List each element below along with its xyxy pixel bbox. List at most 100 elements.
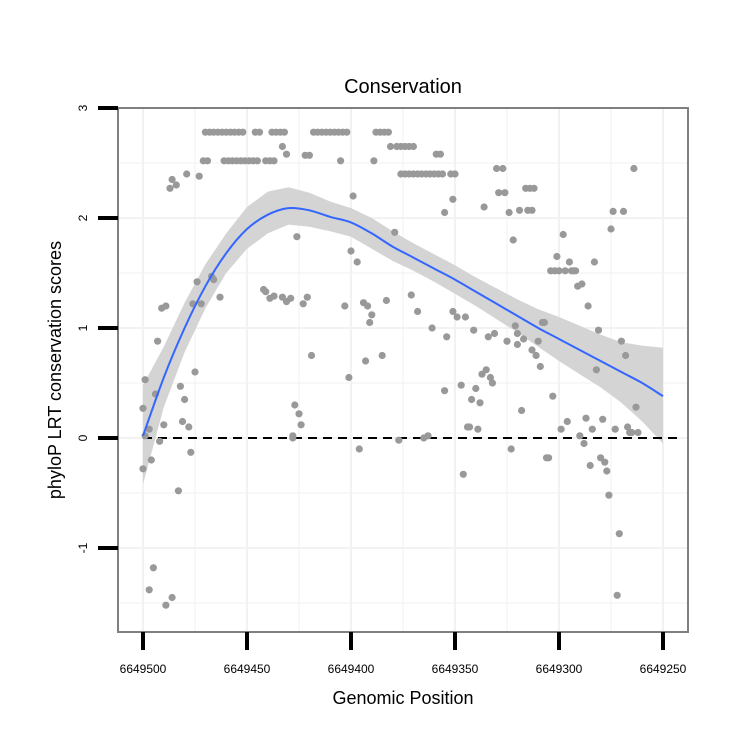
data-point bbox=[176, 382, 184, 390]
data-point bbox=[174, 487, 182, 495]
data-point bbox=[461, 313, 469, 321]
data-point bbox=[303, 293, 311, 301]
data-point bbox=[634, 428, 642, 437]
data-point bbox=[607, 225, 615, 233]
data-point bbox=[299, 300, 307, 308]
data-point bbox=[353, 258, 361, 266]
data-point bbox=[168, 593, 176, 602]
data-point bbox=[382, 296, 390, 305]
data-point bbox=[438, 170, 447, 178]
data-point bbox=[453, 313, 461, 321]
data-point bbox=[449, 307, 457, 316]
data-point bbox=[611, 425, 619, 433]
data-point bbox=[532, 351, 540, 360]
data-point bbox=[615, 530, 623, 538]
y-tick-label: 0 bbox=[76, 434, 90, 441]
data-point bbox=[609, 207, 617, 215]
data-point bbox=[255, 128, 264, 136]
data-point bbox=[441, 208, 449, 217]
data-point bbox=[187, 448, 195, 456]
data-point bbox=[343, 128, 351, 136]
data-point bbox=[368, 311, 376, 319]
data-point bbox=[355, 445, 363, 453]
data-point bbox=[282, 150, 291, 158]
data-point bbox=[588, 425, 596, 433]
data-point bbox=[156, 437, 164, 445]
data-point bbox=[295, 410, 303, 418]
data-point bbox=[565, 258, 574, 266]
x-axis: 6649500 6649450 6649400 6649350 6649300 66492… bbox=[120, 632, 687, 676]
data-point bbox=[553, 252, 561, 261]
data-point bbox=[515, 206, 524, 214]
data-point bbox=[528, 206, 536, 214]
data-point bbox=[287, 294, 295, 302]
data-point bbox=[349, 192, 357, 200]
data-point bbox=[472, 384, 480, 393]
data-point bbox=[520, 335, 528, 343]
data-point bbox=[490, 329, 499, 338]
data-point bbox=[154, 337, 162, 345]
data-point bbox=[482, 366, 490, 374]
data-point bbox=[145, 586, 153, 594]
data-point bbox=[572, 267, 580, 275]
data-point bbox=[578, 280, 586, 288]
data-point bbox=[474, 425, 482, 433]
data-point bbox=[270, 292, 278, 300]
data-point bbox=[613, 591, 621, 599]
confidence-band-layer bbox=[143, 187, 663, 485]
data-point bbox=[468, 395, 476, 404]
data-point bbox=[590, 258, 599, 266]
data-point bbox=[534, 337, 542, 345]
data-point bbox=[507, 445, 515, 453]
y-tick-label: 2 bbox=[76, 214, 90, 221]
data-point bbox=[291, 401, 299, 409]
data-point bbox=[145, 425, 153, 433]
x-tick-label: 6649500 bbox=[120, 662, 167, 676]
x-tick-label: 6649450 bbox=[224, 662, 271, 676]
data-point bbox=[341, 302, 349, 310]
data-point bbox=[436, 150, 444, 158]
data-point bbox=[513, 329, 522, 338]
data-point bbox=[563, 417, 571, 426]
confidence-band bbox=[143, 187, 663, 485]
data-point bbox=[603, 467, 611, 475]
data-point bbox=[203, 157, 212, 165]
data-point bbox=[197, 300, 205, 308]
data-point bbox=[191, 368, 199, 376]
data-point bbox=[584, 302, 592, 310]
data-point bbox=[270, 157, 278, 165]
data-point bbox=[480, 203, 488, 211]
data-point bbox=[488, 379, 496, 387]
data-point bbox=[622, 351, 630, 360]
data-point bbox=[443, 333, 451, 341]
data-point bbox=[466, 423, 474, 431]
x-axis-label: Genomic Position bbox=[332, 688, 473, 708]
data-point bbox=[195, 172, 203, 180]
data-point bbox=[278, 142, 286, 151]
data-point bbox=[428, 324, 436, 332]
data-point bbox=[370, 157, 378, 165]
data-point bbox=[476, 399, 484, 407]
data-point bbox=[576, 432, 584, 440]
data-point bbox=[509, 236, 517, 244]
panel-border bbox=[117, 107, 689, 633]
data-point bbox=[495, 189, 503, 197]
smooth-fit-line bbox=[142, 206, 664, 437]
data-point bbox=[513, 340, 522, 349]
data-point bbox=[337, 157, 345, 165]
data-point bbox=[559, 230, 567, 239]
data-point bbox=[305, 151, 313, 159]
data-point bbox=[617, 337, 626, 345]
data-point bbox=[586, 461, 594, 470]
data-point bbox=[166, 184, 174, 192]
x-tick-label: 6649250 bbox=[640, 662, 687, 676]
data-point bbox=[549, 392, 557, 400]
data-point bbox=[505, 208, 513, 217]
data-point bbox=[599, 415, 607, 423]
data-point bbox=[503, 337, 511, 345]
data-point bbox=[364, 302, 372, 310]
data-point bbox=[181, 395, 189, 404]
data-point bbox=[253, 157, 261, 165]
x-tick-label: 6649350 bbox=[432, 662, 479, 676]
data-point bbox=[501, 189, 509, 197]
